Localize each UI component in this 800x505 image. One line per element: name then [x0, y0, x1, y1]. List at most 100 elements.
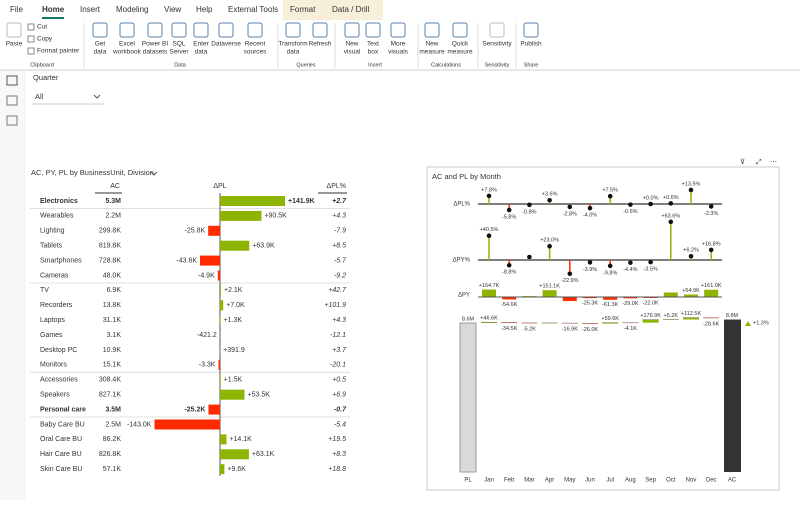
ribbon-tab[interactable]: Modeling — [116, 5, 148, 14]
row-label: ΔPY% — [453, 258, 471, 264]
pl-bar — [200, 256, 220, 266]
ribbon-button-label[interactable]: sources — [244, 49, 268, 56]
ac-value: 728.8K — [99, 257, 122, 264]
row-name: Lighting — [40, 228, 65, 235]
ribbon-tab[interactable]: View — [164, 5, 181, 14]
category-label: PL — [464, 478, 472, 484]
ribbon-button-label[interactable]: New — [345, 41, 358, 48]
table-title: AC, PY, PL by BusinessUnit, Division — [31, 168, 154, 177]
pl-label: -25.8K — [185, 228, 206, 235]
row-name: Monitors — [40, 362, 67, 369]
value-label: +5.2K — [664, 313, 679, 319]
value-label: +40.5% — [480, 227, 499, 233]
ribbon-button-label[interactable]: data — [195, 49, 208, 56]
value-label: -4.0% — [583, 213, 597, 219]
value-label: +7.5% — [602, 188, 618, 194]
pl-label: +391.9 — [223, 347, 245, 354]
value-label: -29.0K — [622, 301, 639, 307]
ac-value: 819.8K — [99, 243, 122, 250]
row-name: Baby Care BU — [40, 421, 85, 428]
ribbon-button-label[interactable]: visuals — [388, 49, 409, 56]
value-label: +63.6% — [661, 213, 680, 219]
ribbon-button-label[interactable]: New — [425, 41, 438, 48]
ribbon-button-label[interactable]: Quick — [452, 41, 469, 48]
end-bar — [724, 320, 741, 472]
start-value-label: 8.6M — [462, 316, 475, 322]
clipboard-button[interactable]: Cut — [37, 24, 47, 31]
filter-icon[interactable]: ⊽ — [740, 158, 745, 166]
chart-title: AC and PL by Month — [432, 172, 501, 181]
value-label: -28.6K — [703, 322, 720, 328]
column-header: AC — [110, 183, 120, 190]
value-label: -4.4% — [623, 267, 637, 273]
row-label: ΔPL% — [453, 202, 470, 208]
ribbon-tab[interactable]: External Tools — [228, 5, 278, 14]
row-name: Games — [40, 332, 63, 339]
ribbon-tab[interactable]: Format — [290, 5, 316, 14]
ribbon-tab[interactable]: Home — [42, 5, 65, 14]
ribbon-button-label[interactable]: Get — [95, 41, 106, 48]
ribbon-button-label[interactable]: data — [287, 49, 300, 56]
column-header: ΔPL — [213, 183, 226, 190]
ribbon-button-label[interactable]: Paste — [6, 41, 23, 48]
ribbon-tab[interactable]: Help — [196, 5, 213, 14]
ribbon-tab[interactable]: File — [10, 5, 23, 14]
ribbon-button-label[interactable]: box — [368, 49, 379, 56]
ribbon-button-label[interactable]: Sensitivity — [482, 41, 512, 48]
more-icon[interactable]: ⋯ — [770, 159, 777, 166]
pl-label: -43.6K — [176, 257, 197, 264]
ribbon-button-label[interactable]: measure — [447, 49, 473, 56]
ribbon-button-label[interactable]: Recent — [245, 41, 266, 48]
end-value-label: 8.8M — [726, 313, 739, 319]
pl-bar — [218, 360, 220, 370]
plpct-value: -12.1 — [330, 332, 346, 339]
dpy-bar — [563, 297, 577, 301]
ribbon-button-label[interactable]: Server — [169, 49, 189, 56]
ribbon-button-label[interactable]: Enter — [193, 41, 209, 48]
ribbon-button-label[interactable]: measure — [419, 49, 445, 56]
ac-value: 3.5M — [105, 406, 121, 413]
clipboard-button[interactable]: Format painter — [37, 48, 80, 55]
ribbon-button-label[interactable]: visual — [344, 49, 361, 56]
lollipop-dot — [689, 188, 694, 193]
pl-label: +7.0K — [226, 302, 245, 309]
value-label: +6.2% — [683, 248, 699, 254]
pl-bar — [220, 390, 245, 400]
focus-icon[interactable]: ⤢ — [756, 159, 762, 166]
value-label: +46.6K — [480, 316, 498, 322]
row-label: ΔPY — [458, 293, 470, 299]
ribbon-button-label[interactable]: Publish — [520, 41, 542, 48]
ribbon-button-label[interactable]: Dataverse — [211, 41, 241, 48]
ac-value: 308.4K — [99, 377, 122, 384]
lollipop-dot — [608, 194, 613, 199]
ribbon-tab[interactable]: Data / Drill — [332, 5, 370, 14]
ribbon-tab[interactable]: Insert — [80, 5, 101, 14]
ribbon-button-label[interactable]: Text — [367, 41, 379, 48]
value-label: -22.9% — [561, 278, 579, 284]
clipboard-button[interactable]: Copy — [37, 36, 53, 43]
ribbon-button-label[interactable]: Excel — [119, 41, 135, 48]
ribbon-button-label[interactable]: Power BI — [142, 41, 169, 48]
waterfall-step — [643, 320, 659, 323]
ribbon-button-label[interactable]: data — [94, 49, 107, 56]
lollipop-dot — [588, 260, 593, 265]
value-label: +161.0K — [701, 283, 722, 289]
value-label: +7.8% — [481, 187, 497, 193]
ac-value: 5.3M — [105, 198, 121, 205]
ribbon-button-label[interactable]: Refresh — [309, 41, 332, 48]
ribbon-button-label[interactable]: datasets — [143, 49, 168, 56]
pl-bar — [208, 226, 220, 236]
plpct-value: +19.5 — [328, 436, 346, 443]
lollipop-dot — [648, 202, 653, 207]
ribbon-button-label[interactable]: Transform — [278, 41, 307, 48]
row-name: Laptops — [40, 317, 65, 324]
ac-value: 299.8K — [99, 228, 122, 235]
value-label: -2.3% — [704, 211, 718, 217]
ribbon-button-label[interactable]: More — [391, 41, 406, 48]
ribbon-button-label[interactable]: SQL — [172, 41, 185, 48]
value-label: +0.0% — [643, 195, 659, 201]
waterfall-step — [683, 318, 699, 320]
lollipop-dot — [669, 220, 674, 225]
ribbon-button-label[interactable]: workbook — [112, 49, 142, 56]
slicer-value[interactable]: All — [35, 92, 44, 101]
